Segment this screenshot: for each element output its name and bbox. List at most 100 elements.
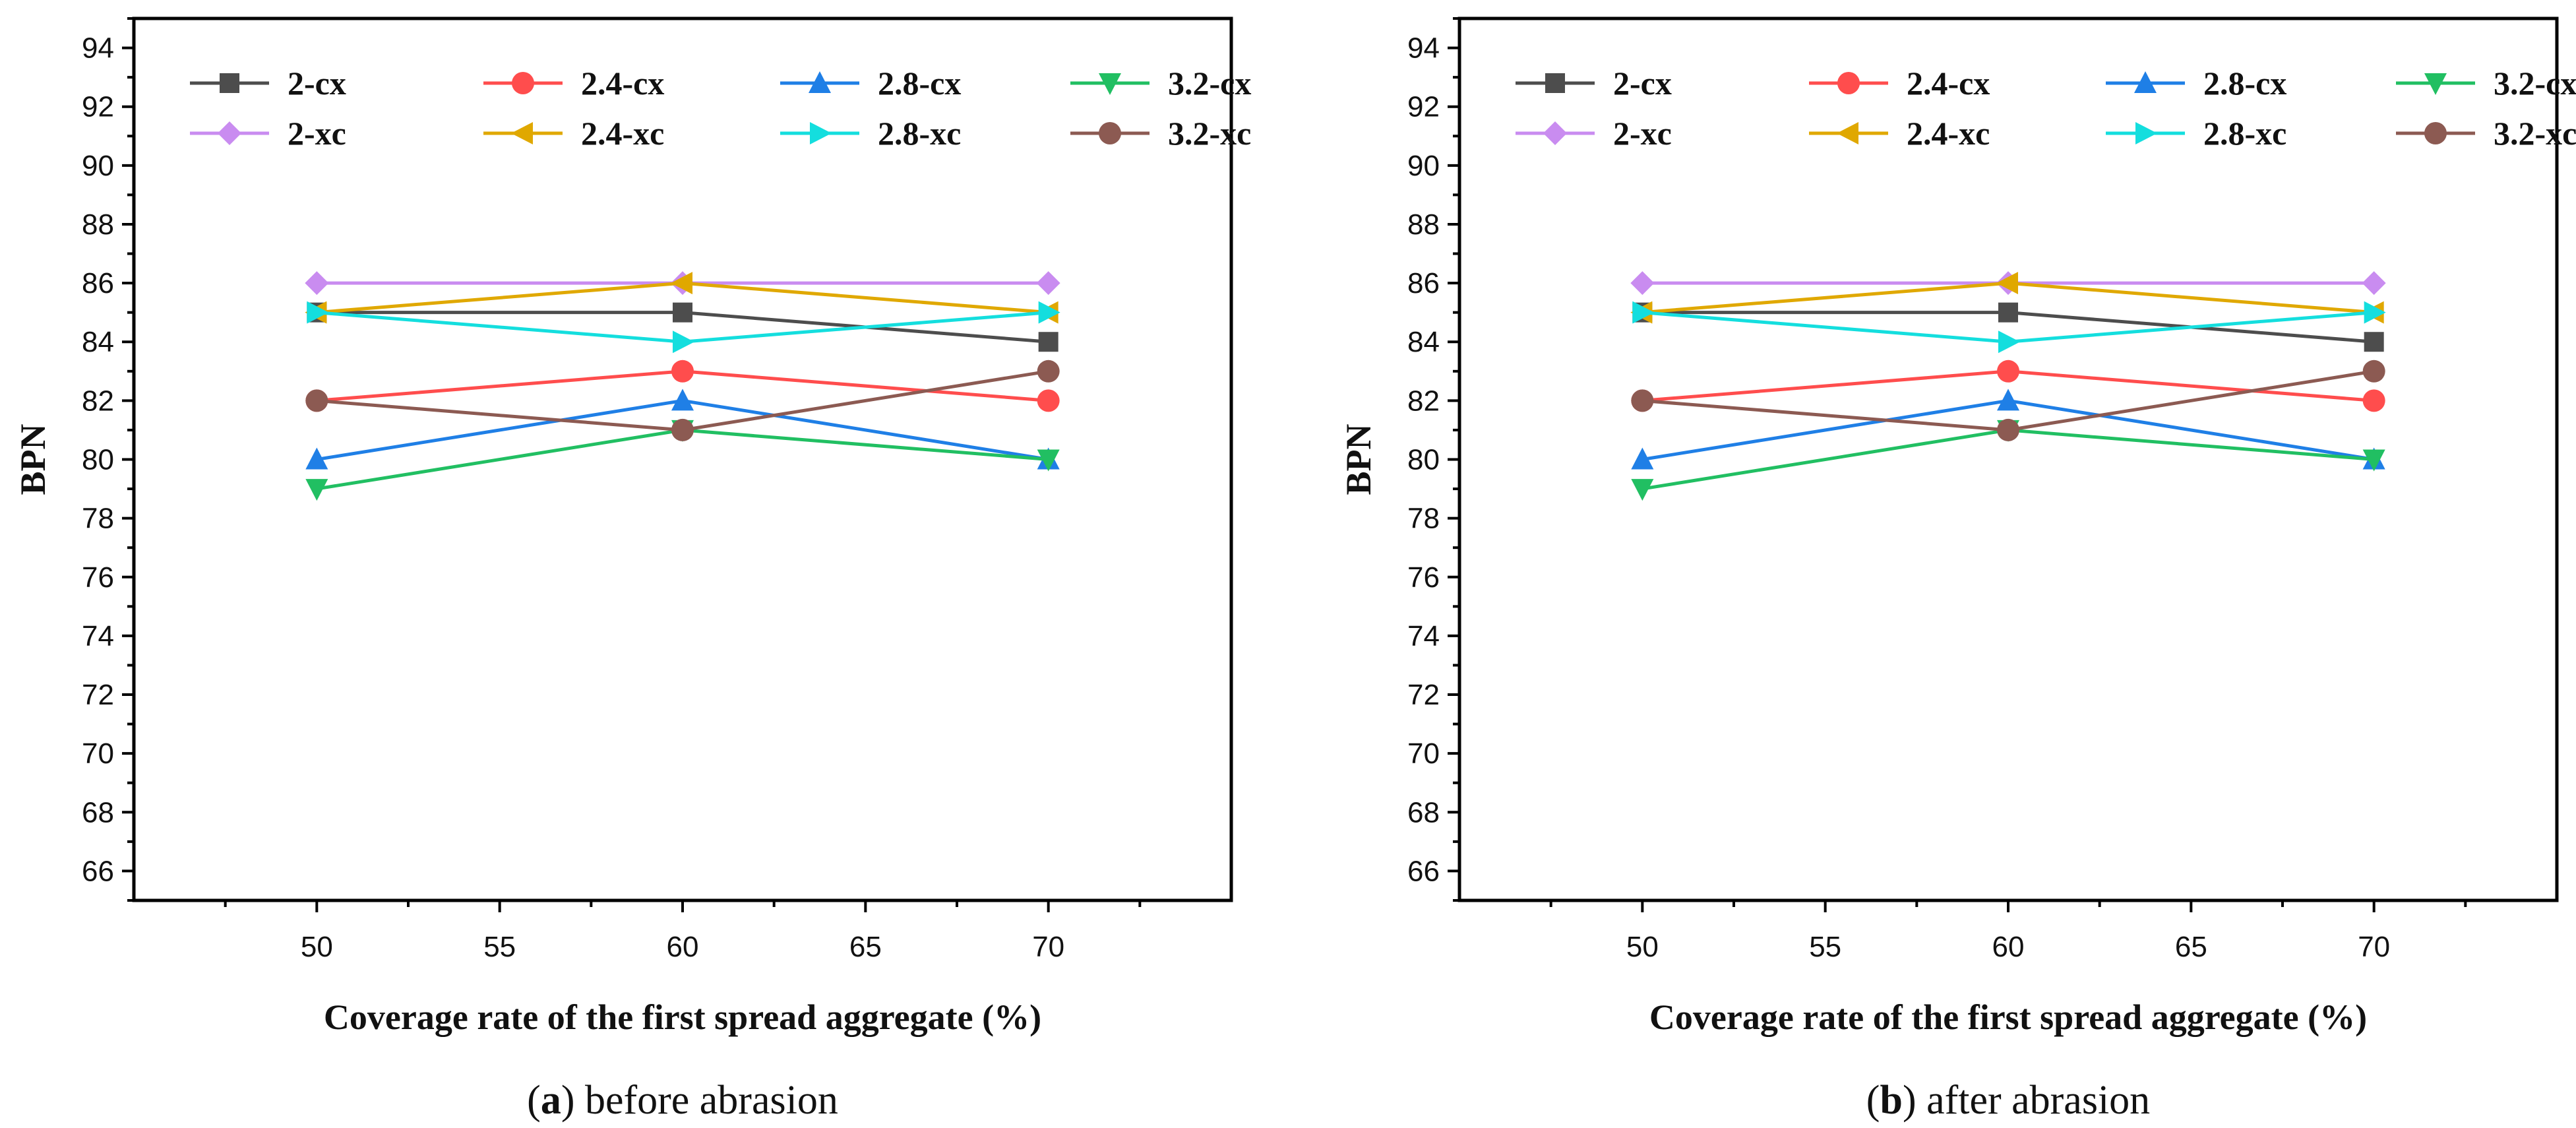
data-point-2.4-xc-60 — [671, 272, 692, 295]
data-point-2-cx-60 — [1998, 302, 2018, 323]
data-point-3.2-xc-50 — [1631, 389, 1654, 412]
x-tick-label: 55 — [483, 931, 516, 963]
legend-label: 2.4-xc — [1907, 115, 1990, 152]
y-tick-label: 78 — [82, 503, 114, 535]
legend-entry-3.2-xc: 3.2-xc — [2396, 115, 2576, 152]
y-tick-label: 72 — [1407, 679, 1440, 711]
series-2.8-xc — [307, 301, 1060, 354]
data-point-2-cx-70 — [1038, 332, 1058, 352]
data-point-2.4-cx-60 — [671, 360, 694, 383]
data-point-3.2-xc-60 — [671, 418, 694, 441]
y-tick-label: 76 — [1407, 561, 1440, 594]
y-tick-label: 90 — [82, 150, 114, 182]
legend-marker — [1099, 122, 1121, 144]
legend-marker — [2424, 73, 2447, 95]
legend-label: 2.4-cx — [1907, 65, 1990, 102]
y-tick-label: 82 — [82, 385, 114, 417]
series-2.8-cx — [305, 389, 1060, 470]
y-tick-label: 90 — [1407, 150, 1440, 182]
legend-label: 2.8-cx — [2203, 65, 2286, 102]
x-tick-label: 70 — [1032, 931, 1064, 963]
legend-entry-2-cx: 2-cx — [190, 65, 346, 102]
caption-letter: b — [1880, 1078, 1902, 1123]
data-point-2.8-xc-60 — [673, 330, 694, 354]
legend-label: 2.4-xc — [581, 115, 664, 152]
y-tick-label: 66 — [82, 855, 114, 887]
data-point-2.8-cx-60 — [1997, 389, 2019, 411]
y-tick-label: 76 — [82, 561, 114, 594]
legend-label: 3.2-xc — [2494, 115, 2576, 152]
legend-entry-2.8-xc: 2.8-xc — [2106, 115, 2286, 152]
y-tick-label: 72 — [82, 679, 114, 711]
y-axis-title: BPN — [13, 423, 53, 495]
x-tick-label: 60 — [1992, 931, 2025, 963]
y-tick-label: 86 — [1407, 267, 1440, 299]
legend-marker — [1837, 122, 1858, 144]
legend-entry-2.4-xc: 2.4-xc — [1809, 115, 1990, 152]
data-point-2.8-xc-70 — [2364, 301, 2386, 324]
y-tick-label: 92 — [1407, 91, 1440, 123]
data-point-3.2-xc-50 — [305, 389, 328, 412]
legend-entry-2-xc: 2-xc — [190, 115, 346, 152]
legend-marker — [1099, 73, 1121, 95]
data-point-2.4-xc-60 — [1996, 272, 2018, 295]
legend-marker — [809, 71, 831, 93]
data-point-2-xc-70 — [2362, 271, 2386, 296]
x-tick-label: 70 — [2358, 931, 2390, 963]
data-point-2.8-xc-70 — [1038, 301, 1060, 324]
data-point-3.2-xc-70 — [1037, 360, 1060, 383]
data-point-2.4-cx-60 — [1997, 360, 2019, 383]
y-tick-label: 70 — [1407, 737, 1440, 770]
series-2.8-xc — [1632, 301, 2386, 354]
chart-panel-a: 66 68 70 72 74 76 78 80 82 84 86 88 90 92 94 50 55 60 65 70… — [13, 16, 1251, 1123]
legend-marker — [2134, 71, 2157, 93]
legend-marker — [218, 121, 241, 145]
y-tick-label: 68 — [1407, 796, 1440, 829]
data-point-3.2-cx-50 — [305, 479, 328, 501]
legend-entry-2.4-xc: 2.4-xc — [483, 115, 664, 152]
legend: 2-cx 2.4-cx 2.8-cx 3.2-cx 2-xc 2.4-xc 2.8-xc 3.… — [1516, 65, 2576, 152]
legend-marker — [2424, 122, 2447, 144]
legend-entry-2.8-xc: 2.8-xc — [780, 115, 961, 152]
legend-marker — [512, 72, 534, 94]
y-tick-label: 78 — [1407, 503, 1440, 535]
data-point-3.2-cx-70 — [2362, 449, 2385, 472]
data-point-3.2-xc-60 — [1997, 418, 2019, 441]
legend-entry-2.4-cx: 2.4-cx — [1809, 65, 1990, 102]
data-point-2.8-cx-60 — [671, 389, 694, 411]
data-point-2.4-cx-70 — [2362, 389, 2385, 412]
x-tick-label: 60 — [667, 931, 699, 963]
legend-label: 2-cx — [288, 65, 346, 102]
caption-open-paren: ( — [1866, 1078, 1880, 1123]
data-point-2-xc-70 — [1036, 271, 1060, 296]
data-point-2.8-xc-50 — [307, 301, 329, 324]
y-tick-label: 70 — [82, 737, 114, 770]
y-tick-label: 84 — [1407, 326, 1440, 358]
x-axis-title: Coverage rate of the first spread aggreg… — [324, 997, 1041, 1037]
panel-caption: (a) before abrasion — [527, 1078, 838, 1123]
legend-entry-3.2-cx: 3.2-cx — [2396, 65, 2576, 102]
series-3.2-xc — [1631, 360, 2385, 441]
x-tick-label: 50 — [301, 931, 333, 963]
legend-label: 3.2-cx — [1168, 65, 1251, 102]
y-tick-label: 86 — [82, 267, 114, 299]
chart-panel-b: 66 68 70 72 74 76 78 80 82 84 86 88 90 92 94 50 55 60 65 70… — [1339, 16, 2576, 1123]
legend-label: 2-xc — [288, 115, 346, 152]
data-point-3.2-cx-70 — [1037, 449, 1060, 472]
y-tick-label: 88 — [1407, 208, 1440, 241]
legend-label: 2.4-cx — [581, 65, 664, 102]
caption-open-paren: ( — [527, 1078, 541, 1123]
x-tick-label: 55 — [1809, 931, 1841, 963]
y-tick-label: 68 — [82, 796, 114, 829]
x-tick-label: 50 — [1626, 931, 1659, 963]
caption-letter: a — [541, 1078, 561, 1123]
legend-marker — [1545, 73, 1565, 93]
x-axis-title: Coverage rate of the first spread aggreg… — [1649, 997, 2367, 1037]
legend-entry-2.4-cx: 2.4-cx — [483, 65, 664, 102]
y-tick-label: 80 — [1407, 444, 1440, 476]
legend-marker — [511, 122, 533, 144]
data-point-2-xc-50 — [305, 271, 329, 296]
legend-marker — [810, 122, 832, 144]
legend-marker — [2135, 122, 2157, 144]
